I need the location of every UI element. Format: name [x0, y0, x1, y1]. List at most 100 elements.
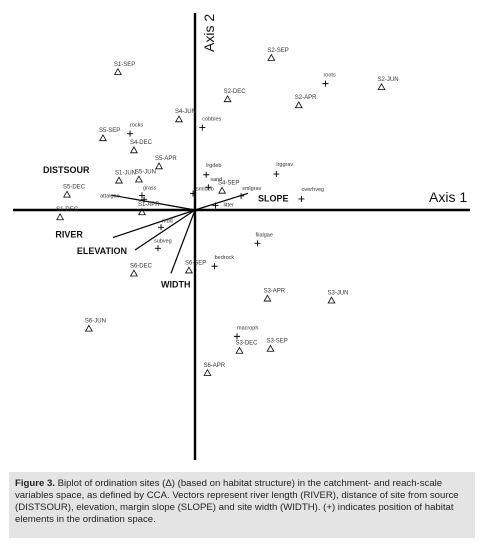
site-label-s6-apr: S6-APR: [203, 363, 225, 369]
axes: [13, 13, 470, 460]
habitat-marker-litter: [212, 202, 219, 209]
habitat-marker-attalgae: [141, 196, 148, 203]
site-marker-s1-apr: [137, 208, 146, 216]
site-label-s4-dec: S4-DEC: [130, 140, 153, 146]
site-label-s3-dec: S3-DEC: [236, 341, 259, 347]
site-marker-s6-apr: [203, 368, 212, 376]
habitat-label-roots: roots: [323, 73, 335, 79]
vector-label-distsour: DISTSOUR: [43, 165, 90, 175]
habitat-marker-overhveg: [298, 195, 305, 202]
cca-biplot: DISTSOUR SLOPE RIVER ELEVATION WIDTH roots co…: [13, 13, 470, 460]
site-marker-s1-dec: [56, 213, 65, 221]
site-label-s1-sep: S1-SEP: [114, 62, 135, 68]
habitat-marker-roots: [322, 80, 329, 87]
site-marker-s5-sep: [98, 134, 107, 142]
site-marker-s6-sep: [184, 266, 193, 274]
site-marker-s1-jun: [115, 176, 123, 184]
vector-river: [112, 209, 196, 239]
site-label-s2-sep: S2-SEP: [267, 48, 288, 54]
habitat-elements: roots cobbles rocks lrgdeb lrggrav sand smldeb…: [100, 73, 336, 340]
habitat-marker-lrggrav: [273, 171, 280, 178]
habitat-label-filalgae: filalgae: [255, 232, 272, 238]
biplot-canvas: DISTSOUR SLOPE RIVER ELEVATION WIDTH roots co…: [13, 13, 470, 460]
habitat-marker-mud: [158, 224, 165, 231]
habitat-label-smlgrav: smlgrav: [242, 186, 262, 192]
site-label-s1-apr: S1-APR: [138, 202, 160, 208]
habitat-label-rocks: rocks: [130, 123, 143, 129]
site-marker-s2-jun: [377, 82, 386, 91]
site-label-s3-sep: S3-SEP: [266, 339, 287, 345]
site-marker-s2-apr: [294, 101, 303, 109]
site-label-s6-dec: S6-DEC: [130, 263, 153, 269]
site-marker-s6-dec: [129, 269, 138, 277]
habitat-marker-subveg: [154, 245, 161, 252]
vector-label-elevation: ELEVATION: [77, 246, 127, 256]
site-marker-s2-sep: [267, 53, 276, 61]
habitat-label-attalgae: attalgae: [100, 193, 120, 199]
site-marker-s6-jun: [84, 324, 93, 332]
habitat-marker-sand: [205, 184, 212, 191]
habitat-marker-grass: [138, 192, 145, 199]
site-label-s3-apr: S3-APR: [263, 288, 285, 294]
vectors: DISTSOUR SLOPE RIVER ELEVATION WIDTH: [43, 165, 289, 289]
site-marker-s4-dec: [129, 146, 138, 154]
habitat-label-overhveg: overhveg: [301, 187, 324, 193]
site-label-s5-dec: S5-DEC: [63, 185, 86, 191]
site-label-s2-dec: S2-DEC: [224, 89, 247, 95]
site-label-s5-apr: S5-APR: [155, 156, 177, 162]
site-label-s5-jun: S5-JUN: [135, 169, 156, 175]
site-marker-s1-sep: [113, 67, 122, 75]
habitat-label-cobbles: cobbles: [202, 117, 221, 123]
habitat-marker-cobbles: [199, 124, 206, 131]
habitat-marker-lrgdeb: [203, 171, 210, 178]
habitat-label-mud: mud: [162, 218, 173, 224]
site-label-s2-apr: S2-APR: [295, 95, 317, 101]
site-label-s6-sep: S6-SEP: [185, 260, 206, 266]
site-marker-s5-dec: [63, 190, 72, 198]
vector-label-river: RIVER: [55, 230, 83, 240]
site-marker-s3-sep: [266, 344, 275, 352]
axis-titles: Axis 1 Axis 2: [201, 14, 467, 205]
site-label-s4-jun: S4-JUN: [175, 109, 196, 115]
vector-width: [170, 209, 196, 274]
site-label-s3-jun: S3-JUN: [328, 290, 349, 296]
vector-label-width: WIDTH: [161, 279, 191, 289]
vector-distsour: [110, 194, 196, 211]
habitat-marker-macroph: [234, 333, 241, 340]
habitat-marker-smldeb: [190, 190, 197, 197]
habitat-label-smldeb: smldeb: [196, 186, 214, 192]
site-marker-s4-sep: [218, 186, 227, 194]
sites: S1-SEP S2-SEP S2-JUN S2-DEC S2-APR S4-JUN S5-S…: [56, 48, 399, 376]
habitat-label-macroph: macroph: [237, 325, 258, 331]
habitat-label-bedrock: bedrock: [215, 255, 235, 261]
habitat-marker-bedrock: [211, 263, 218, 270]
habitat-marker-smlgrav: [238, 192, 245, 199]
habitat-label-litter: litter: [223, 203, 234, 209]
site-marker-s4-jun: [174, 115, 183, 123]
habitat-label-lrggrav: lrggrav: [276, 162, 293, 168]
caption-figure-label: Figure 3.: [15, 478, 55, 489]
site-label-s1-dec: S1-DEC: [56, 207, 79, 213]
vector-label-slope: SLOPE: [258, 193, 289, 203]
site-label-s5-sep: S5-SEP: [99, 128, 120, 134]
habitat-label-lrgdeb: lrgdeb: [206, 163, 221, 169]
site-marker-s3-dec: [235, 346, 244, 354]
site-marker-s5-apr: [155, 162, 164, 170]
figure-caption: Figure 3. Biplot of ordination sites (Δ)…: [9, 472, 475, 538]
site-marker-s3-jun: [327, 296, 336, 304]
vector-elevation: [134, 209, 196, 251]
site-label-s2-jun: S2-JUN: [378, 77, 399, 83]
x-axis-title: Axis 1: [429, 189, 467, 205]
habitat-label-grass: grass: [143, 185, 157, 191]
site-marker-s2-dec: [223, 95, 232, 103]
habitat-label-subveg: subveg: [154, 238, 172, 244]
caption-text: Biplot of ordination sites (Δ) (based on…: [15, 478, 459, 525]
site-label-s6-jun: S6-JUN: [85, 319, 106, 325]
site-label-s4-sep: S4-SEP: [218, 181, 239, 187]
y-axis-title: Axis 2: [201, 14, 217, 52]
habitat-marker-filalgae: [254, 240, 261, 247]
site-label-s1-jun: S1-JUN: [115, 170, 136, 176]
site-marker-s3-apr: [263, 294, 272, 302]
habitat-marker-rocks: [127, 130, 134, 137]
habitat-label-sand: sand: [210, 177, 222, 183]
